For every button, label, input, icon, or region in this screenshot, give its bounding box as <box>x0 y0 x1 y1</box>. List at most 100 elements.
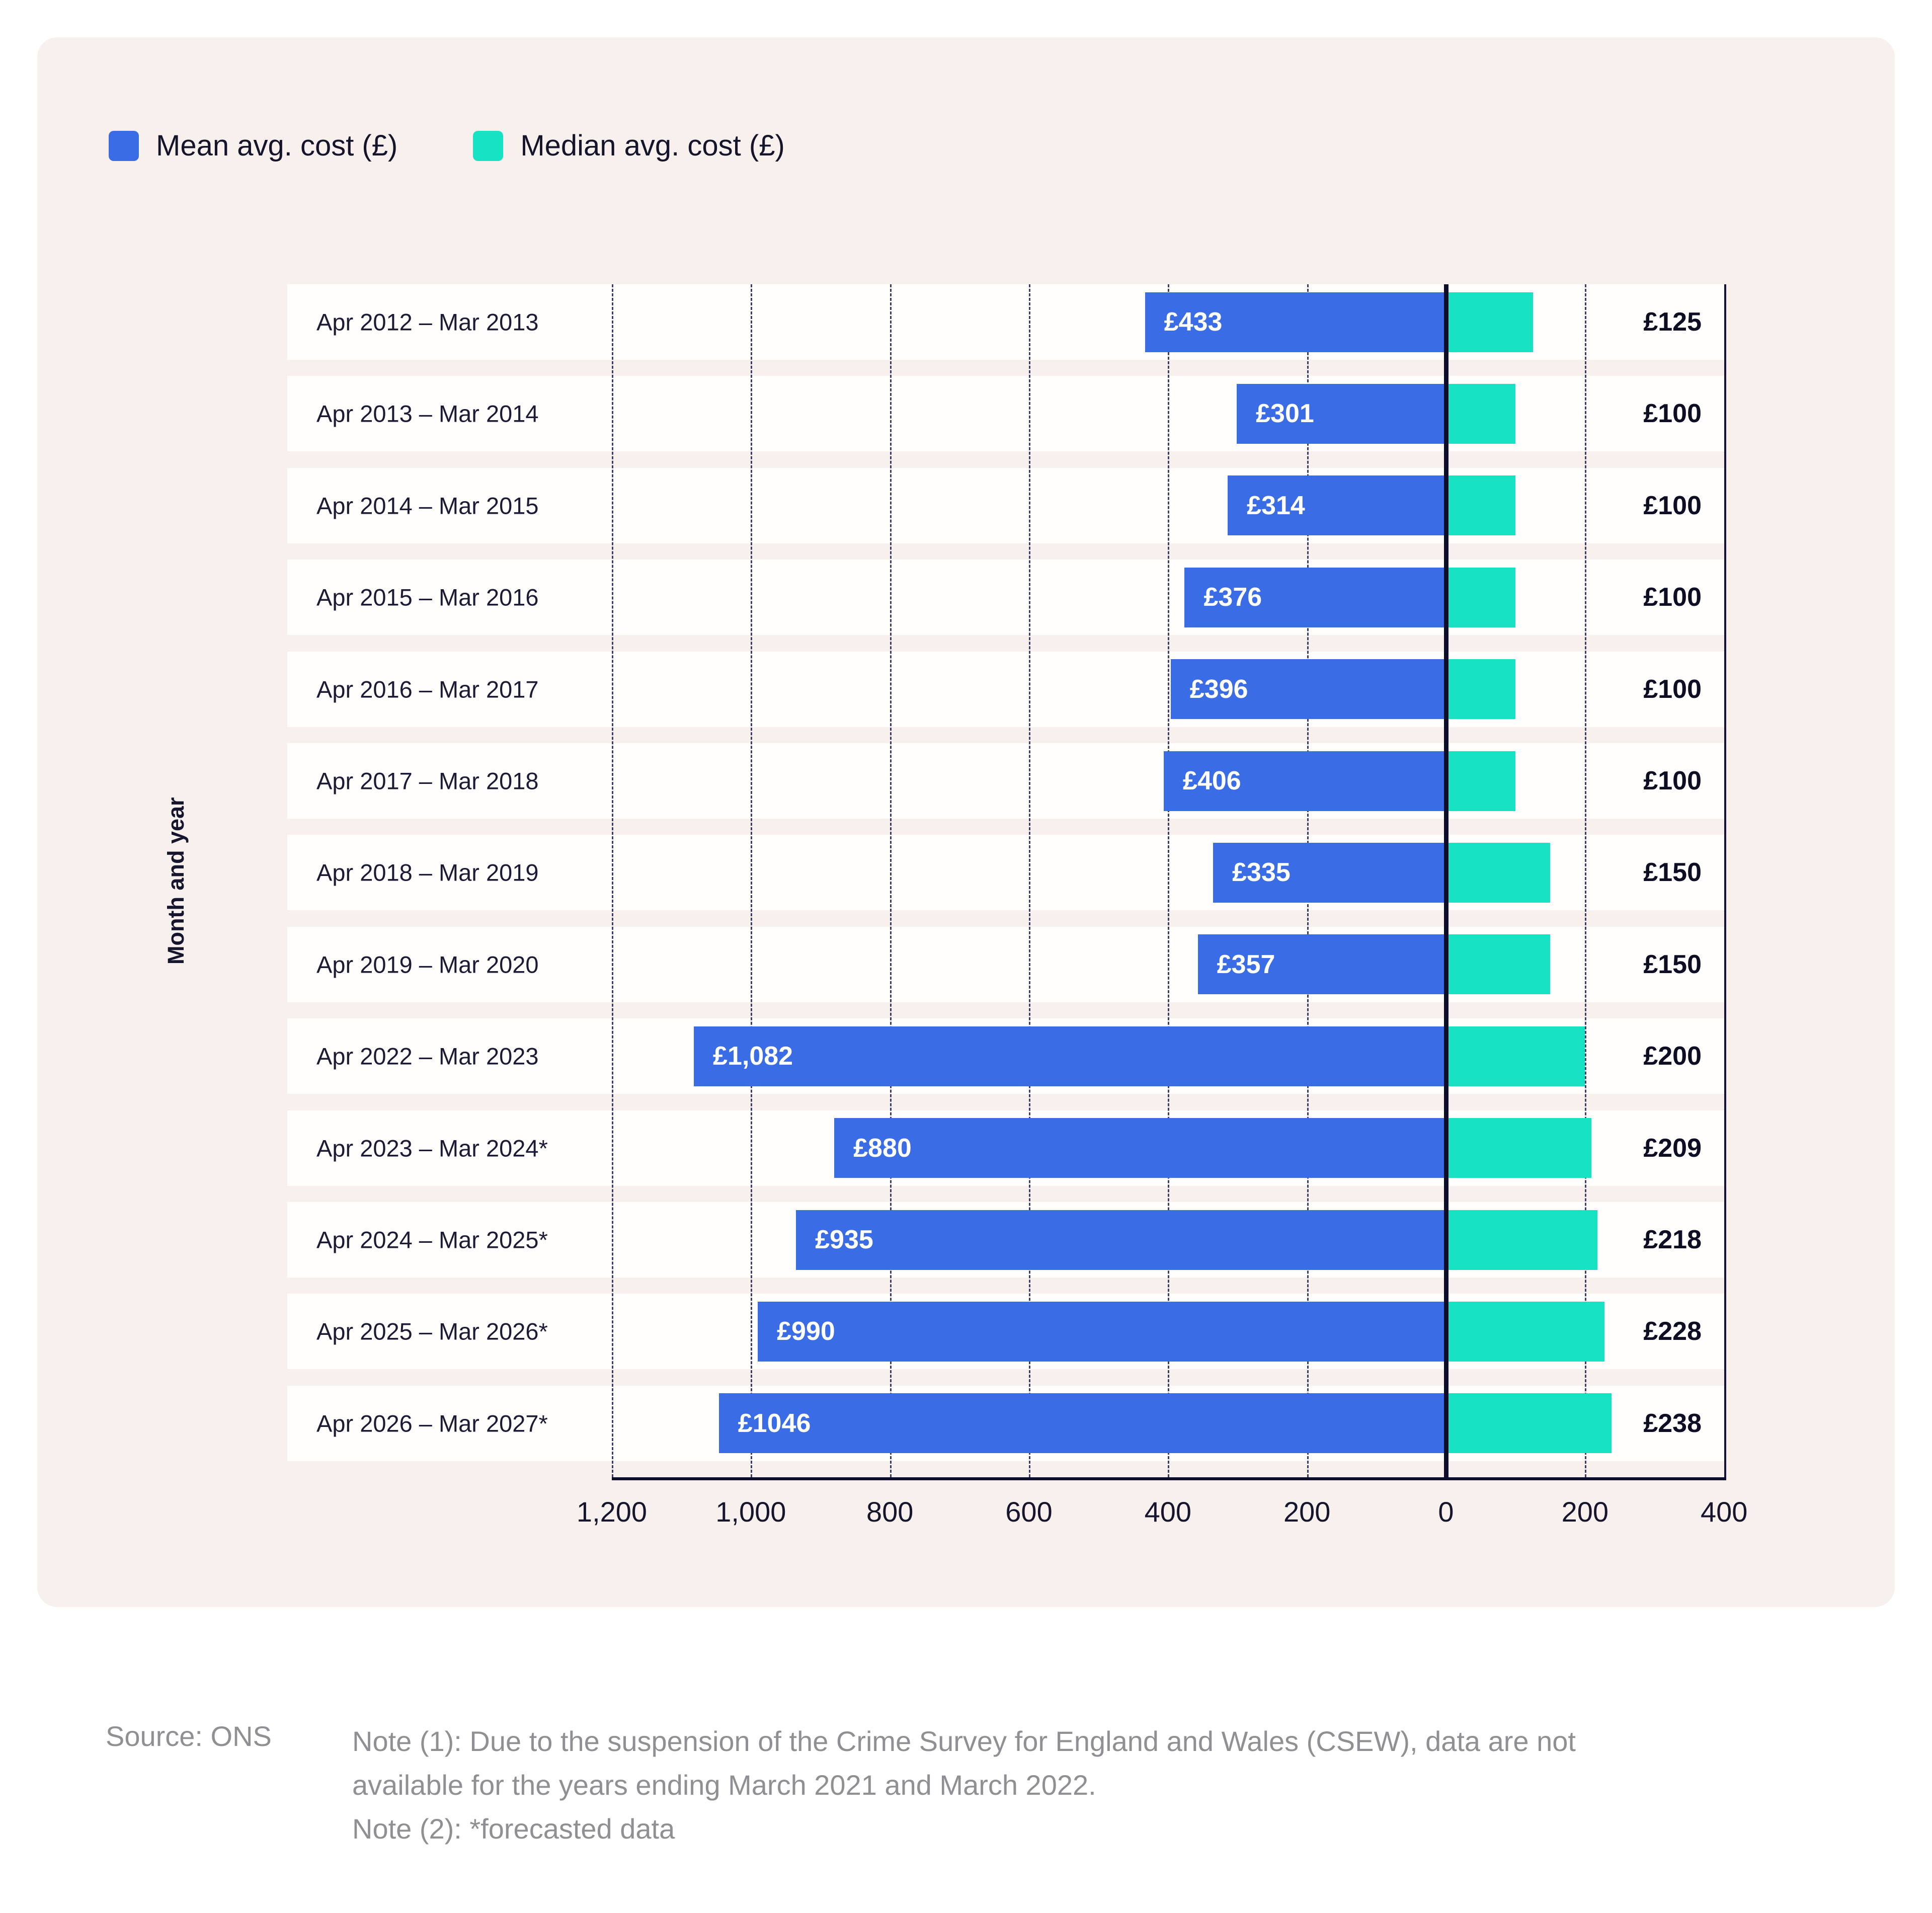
x-tick-label: 400 <box>1700 1496 1748 1528</box>
median-value-label: £100 <box>1643 674 1702 704</box>
median-bar <box>1446 1393 1612 1454</box>
mean-bar <box>718 1393 1446 1454</box>
median-value-label: £100 <box>1643 491 1702 520</box>
gridline <box>612 284 613 1477</box>
category-label: Apr 2017 – Mar 2018 <box>316 767 539 794</box>
gridline <box>1585 284 1587 1477</box>
mean-bar <box>1228 475 1446 536</box>
legend-item-median: Median avg. cost (£) <box>473 129 785 163</box>
mean-bar <box>1237 383 1446 444</box>
median-bar <box>1446 934 1551 995</box>
legend-label-median: Median avg. cost (£) <box>520 129 785 162</box>
median-bar <box>1446 567 1516 627</box>
median-value-label: £100 <box>1643 399 1702 429</box>
median-value-label: £150 <box>1643 858 1702 888</box>
x-tick-label: 800 <box>866 1496 914 1528</box>
source-text: Source: ONS <box>106 1720 272 1752</box>
x-tick-label: 0 <box>1438 1496 1454 1528</box>
median-value-label: £238 <box>1643 1408 1702 1438</box>
gridline <box>1168 284 1170 1477</box>
mean-bar-value-label: £301 <box>1256 399 1314 429</box>
mean-bar <box>1170 659 1446 720</box>
mean-bar <box>796 1210 1446 1270</box>
median-value-label: £209 <box>1643 1133 1702 1163</box>
mean-bar <box>1213 842 1446 903</box>
category-label: Apr 2014 – Mar 2015 <box>316 492 539 519</box>
gridline <box>751 284 753 1477</box>
median-bar <box>1446 1026 1585 1086</box>
mean-bar <box>1145 292 1446 352</box>
y-axis-title: Month and year <box>163 797 189 965</box>
axis-layer <box>37 37 1895 1607</box>
category-label: Apr 2019 – Mar 2020 <box>316 951 539 978</box>
notes: Note (1): Due to the suspension of the C… <box>352 1720 1650 1851</box>
mean-bar-value-label: £314 <box>1247 491 1305 520</box>
median-bar <box>1446 383 1516 444</box>
mean-bar <box>1184 567 1446 627</box>
mean-bar-value-label: £406 <box>1183 766 1241 795</box>
mean-bar-value-label: £396 <box>1189 674 1248 704</box>
median-bar <box>1446 659 1516 720</box>
x-tick-label: 400 <box>1144 1496 1192 1528</box>
median-value-label: £100 <box>1643 766 1702 795</box>
mean-bar-value-label: £935 <box>815 1225 873 1254</box>
x-tick-label: 1,200 <box>576 1496 648 1528</box>
median-bar <box>1446 1118 1591 1178</box>
mean-bar <box>694 1026 1446 1086</box>
category-label: Apr 2026 – Mar 2027* <box>316 1410 548 1437</box>
legend-label-mean: Mean avg. cost (£) <box>156 129 398 162</box>
category-label: Apr 2016 – Mar 2017 <box>316 676 539 703</box>
table-row: Apr 2017 – Mar 2018 £406 £100 <box>37 743 1895 819</box>
legend-swatch-mean-icon <box>109 130 139 161</box>
table-row: Apr 2025 – Mar 2026* £990 £228 <box>37 1294 1895 1369</box>
mean-bar-value-label: £1,082 <box>713 1042 793 1071</box>
chart-card: Mean avg. cost (£) Median avg. cost (£) … <box>37 37 1895 1607</box>
median-bar <box>1446 751 1516 811</box>
gridline <box>1029 284 1030 1477</box>
mean-bar <box>1197 934 1446 995</box>
x-tick-label: 600 <box>1005 1496 1053 1528</box>
table-row: Apr 2023 – Mar 2024* £880 £209 <box>37 1110 1895 1186</box>
median-value-label: £200 <box>1643 1042 1702 1071</box>
median-value-label: £228 <box>1643 1317 1702 1346</box>
category-label: Apr 2024 – Mar 2025* <box>316 1226 548 1253</box>
median-bar <box>1446 842 1551 903</box>
x-tick-label: 1,000 <box>715 1496 786 1528</box>
table-row: Apr 2013 – Mar 2014 £301 £100 <box>37 376 1895 451</box>
median-value-label: £100 <box>1643 583 1702 612</box>
mean-bar-value-label: £357 <box>1217 949 1275 979</box>
category-label: Apr 2015 – Mar 2016 <box>316 584 539 611</box>
mean-bar-value-label: £335 <box>1232 858 1291 888</box>
median-bar <box>1446 292 1533 352</box>
mean-bar-value-label: £376 <box>1203 583 1262 612</box>
legend-item-mean: Mean avg. cost (£) <box>109 129 397 163</box>
median-value-label: £150 <box>1643 949 1702 979</box>
median-bar <box>1446 1301 1605 1362</box>
mean-bar-value-label: £433 <box>1164 307 1223 337</box>
table-row: Apr 2016 – Mar 2017 £396 £100 <box>37 652 1895 727</box>
table-row: Apr 2024 – Mar 2025* £935 £218 <box>37 1202 1895 1278</box>
table-row: Apr 2018 – Mar 2019 £335 £150 <box>37 835 1895 910</box>
plot-right-border <box>1724 284 1726 1477</box>
median-bar <box>1446 1210 1598 1270</box>
table-row: Apr 2014 – Mar 2015 £314 £100 <box>37 468 1895 543</box>
median-bar <box>1446 475 1516 536</box>
category-label: Apr 2025 – Mar 2026* <box>316 1318 548 1345</box>
category-label: Apr 2013 – Mar 2014 <box>316 400 539 427</box>
table-row: Apr 2022 – Mar 2023 £1,082 £200 <box>37 1018 1895 1094</box>
category-label: Apr 2018 – Mar 2019 <box>316 859 539 886</box>
x-tick-label: 200 <box>1283 1496 1331 1528</box>
x-axis-line <box>612 1477 1726 1480</box>
legend-swatch-median-icon <box>473 130 504 161</box>
mean-bar-value-label: £990 <box>777 1317 835 1346</box>
mean-bar-value-label: £1046 <box>738 1408 811 1438</box>
mean-bar <box>1164 751 1446 811</box>
category-label: Apr 2023 – Mar 2024* <box>316 1135 548 1162</box>
legend: Mean avg. cost (£) Median avg. cost (£) <box>109 129 785 163</box>
median-value-label: £125 <box>1643 307 1702 337</box>
category-label: Apr 2012 – Mar 2013 <box>316 308 539 336</box>
mean-bar-value-label: £880 <box>853 1133 912 1163</box>
category-label: Apr 2022 – Mar 2023 <box>316 1043 539 1070</box>
note-1: Note (1): Due to the suspension of the C… <box>352 1725 1576 1801</box>
zero-axis-line <box>1444 284 1448 1477</box>
